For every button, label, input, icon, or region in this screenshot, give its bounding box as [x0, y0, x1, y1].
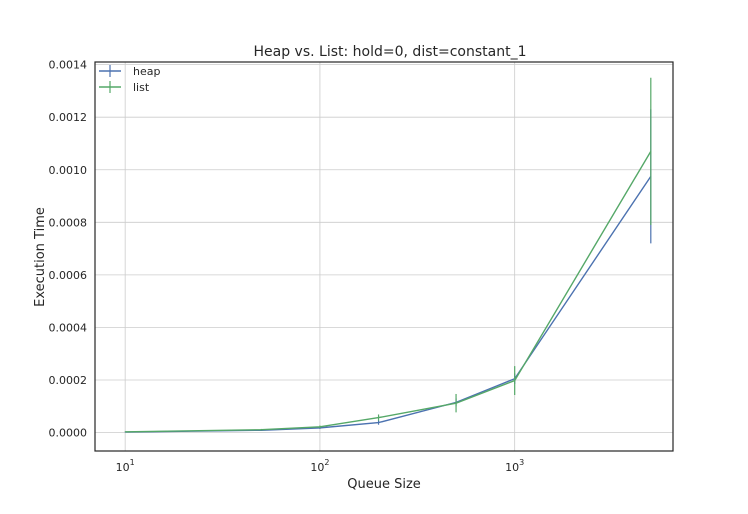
- y-tick-label: 0.0002: [49, 374, 88, 387]
- x-tick-base: 10: [116, 461, 130, 474]
- y-tick-label: 0.0008: [49, 216, 88, 229]
- y-axis-label: Execution Time: [33, 207, 48, 307]
- legend-label: list: [133, 81, 150, 94]
- y-tick-label: 0.0000: [49, 427, 88, 440]
- x-tick-label: 103: [505, 458, 524, 474]
- plot-frame: [94, 61, 674, 452]
- x-tick-label: 101: [116, 458, 135, 474]
- series-heap: [124, 109, 652, 433]
- x-tick-exponent: 3: [519, 458, 524, 467]
- series-line-heap: [125, 175, 652, 433]
- series-layer: [124, 77, 652, 433]
- y-tick-label: 0.0012: [49, 111, 88, 124]
- legend-label: heap: [133, 65, 160, 78]
- x-tick-exponent: 2: [324, 458, 329, 467]
- chart-title: Heap vs. List: hold=0, dist=constant_1: [254, 44, 527, 60]
- y-tick-label: 0.0004: [49, 321, 88, 334]
- x-axis-label: Queue Size: [347, 477, 421, 492]
- series-list: [124, 77, 652, 433]
- y-tick-label: 0.0010: [49, 164, 88, 177]
- x-tick-base: 10: [310, 461, 324, 474]
- tick-labels: 0.0000 0.0002 0.0004 0.0006 0.0008 0.0010 0.00…: [49, 59, 525, 474]
- y-tick-label: 0.0014: [49, 59, 88, 72]
- series-line-list: [125, 151, 652, 433]
- y-tick-label: 0.0006: [49, 269, 88, 282]
- x-tick-exponent: 1: [130, 458, 135, 467]
- grid: [95, 62, 673, 451]
- legend: heap list: [99, 65, 160, 94]
- legend-item-heap: heap: [99, 65, 160, 78]
- x-tick-label: 102: [310, 458, 329, 474]
- legend-item-list: list: [99, 81, 150, 94]
- x-tick-base: 10: [505, 461, 519, 474]
